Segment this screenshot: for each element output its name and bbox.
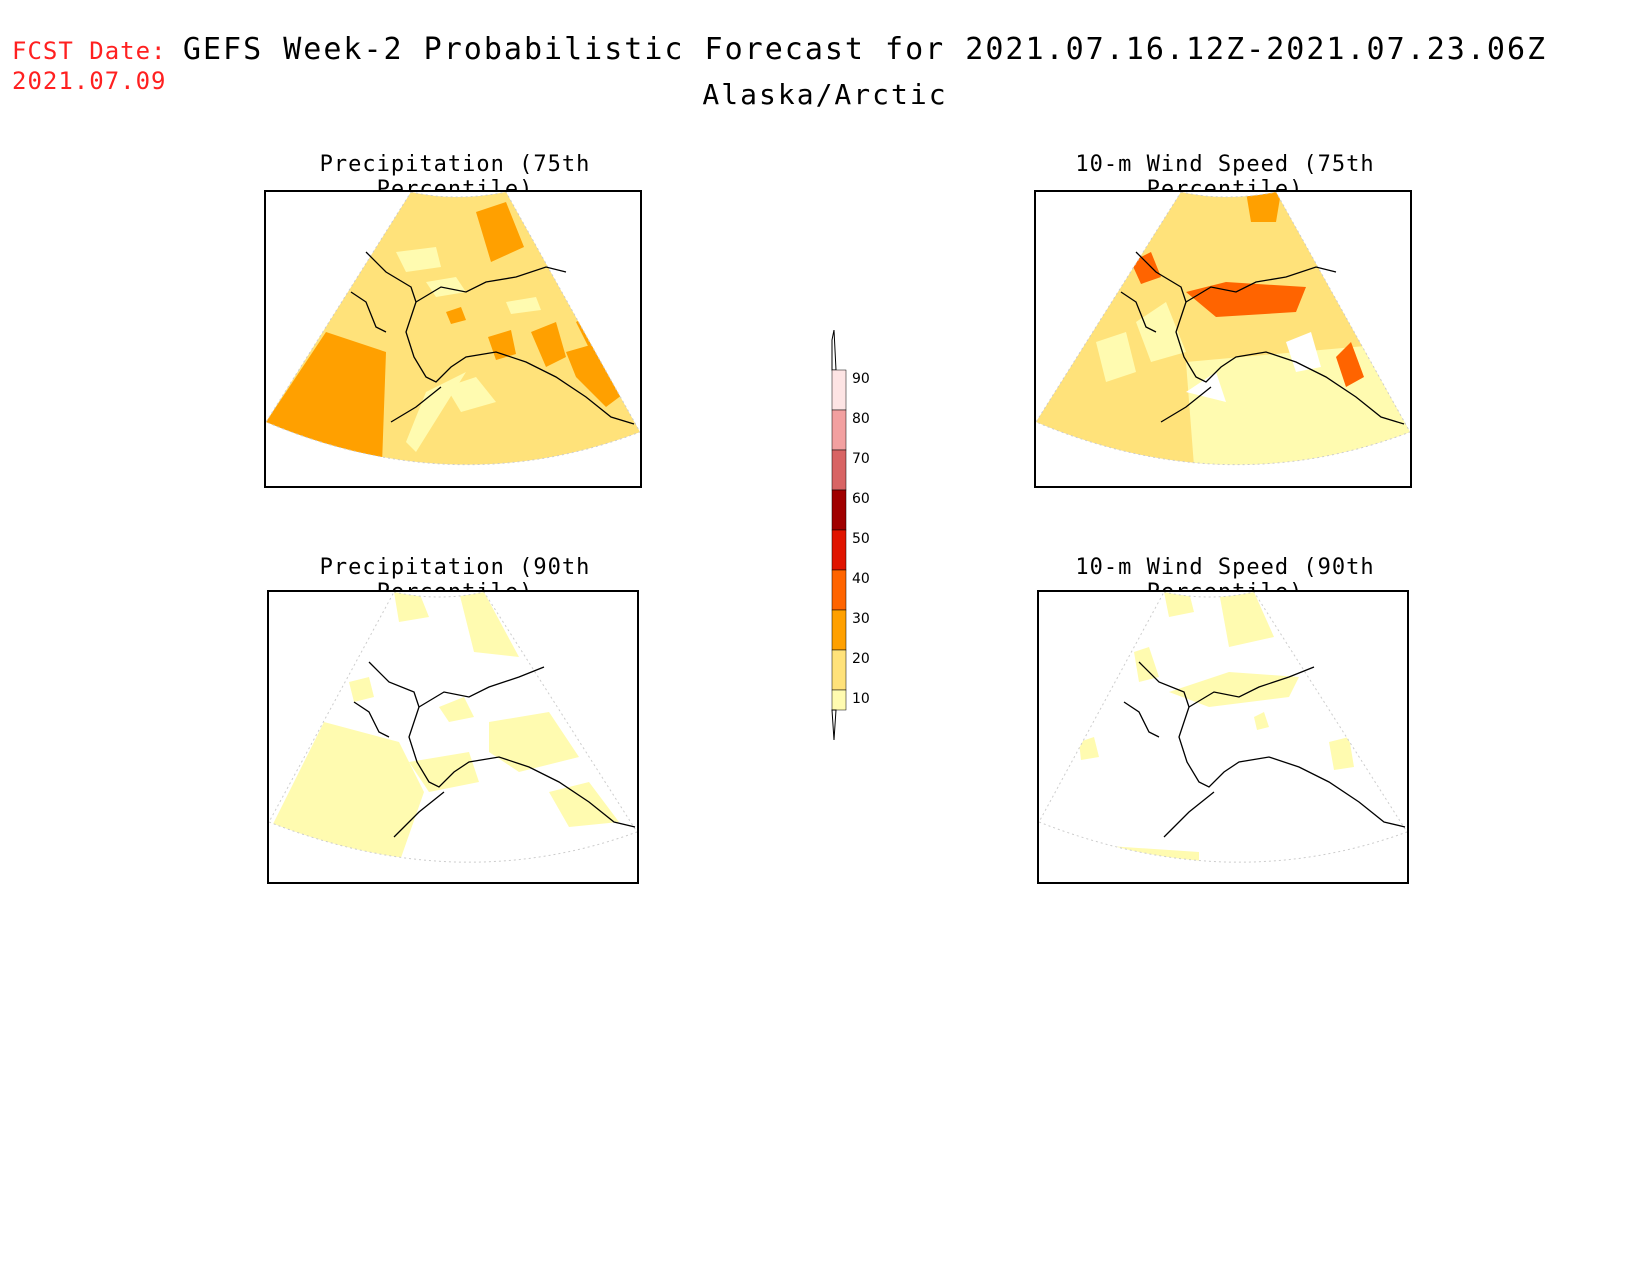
fcst-date-block: FCST Date: 2021.07.09 bbox=[12, 36, 167, 96]
panel-title-wind75: 10-m Wind Speed (75th Percentile) bbox=[1075, 152, 1375, 202]
colorbar-cap-bottom bbox=[831, 709, 837, 740]
fcst-date-value: 2021.07.09 bbox=[12, 67, 167, 95]
colorbar-swatch-90 bbox=[831, 369, 847, 411]
map-wind75 bbox=[1034, 190, 1412, 488]
map-precip90 bbox=[267, 590, 639, 884]
colorbar-label-50: 50 bbox=[852, 531, 870, 547]
colorbar-swatch-40 bbox=[831, 569, 847, 611]
colorbar-swatch-30 bbox=[831, 609, 847, 651]
colorbar-swatch-20 bbox=[831, 649, 847, 691]
map-precip75 bbox=[264, 190, 642, 488]
colorbar-swatch-60 bbox=[831, 489, 847, 531]
colorbar-swatch-70 bbox=[831, 449, 847, 491]
fcst-date-label: FCST Date: bbox=[12, 37, 167, 65]
region-subtitle: Alaska/Arctic bbox=[702, 78, 948, 111]
colorbar-label-10: 10 bbox=[852, 691, 870, 707]
colorbar-swatch-10 bbox=[831, 689, 847, 711]
colorbar bbox=[831, 330, 847, 740]
colorbar-label-60: 60 bbox=[852, 491, 870, 507]
page-title: GEFS Week-2 Probabilistic Forecast for 2… bbox=[182, 32, 1548, 67]
colorbar-swatch-50 bbox=[831, 529, 847, 571]
colorbar-label-40: 40 bbox=[852, 571, 870, 587]
colorbar-label-30: 30 bbox=[852, 611, 870, 627]
colorbar-label-80: 80 bbox=[852, 411, 870, 427]
colorbar-label-70: 70 bbox=[852, 451, 870, 467]
colorbar-label-20: 20 bbox=[852, 651, 870, 667]
map-wind90 bbox=[1037, 590, 1409, 884]
colorbar-label-90: 90 bbox=[852, 371, 870, 387]
colorbar-cap-top bbox=[831, 330, 837, 371]
colorbar-swatch-80 bbox=[831, 409, 847, 451]
